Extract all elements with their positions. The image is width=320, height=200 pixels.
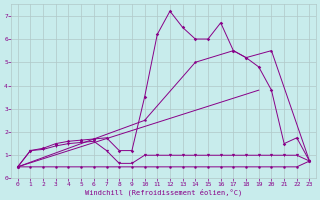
X-axis label: Windchill (Refroidissement éolien,°C): Windchill (Refroidissement éolien,°C) — [85, 188, 242, 196]
